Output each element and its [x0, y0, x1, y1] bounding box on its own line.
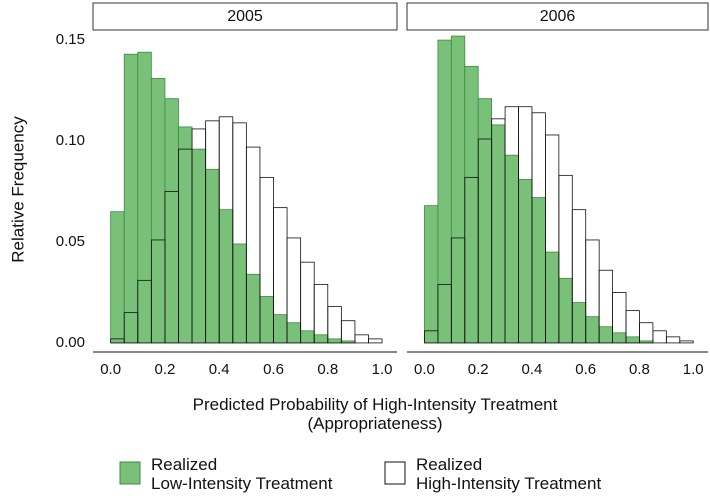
- bar-outline: [191, 128, 207, 344]
- bar-outline: [259, 176, 274, 344]
- x-tick-label: 0.0: [414, 361, 435, 378]
- y-tick-label: 0.15: [56, 31, 85, 48]
- bar-outline: [625, 310, 640, 344]
- bar-outline: [137, 279, 152, 344]
- y-tick-label: 0.05: [56, 233, 85, 250]
- bar-outline: [327, 306, 342, 344]
- legend-swatch: [119, 461, 141, 485]
- bar-outline: [504, 106, 519, 344]
- facet-strip: [406, 2, 709, 31]
- bar-outline: [123, 312, 139, 344]
- bar-outline: [477, 138, 493, 344]
- x-tick-label: 0.2: [154, 361, 175, 378]
- bar-outline: [558, 174, 573, 344]
- bar-outline: [245, 146, 261, 344]
- bar-outline: [340, 320, 356, 344]
- bar-outline: [286, 237, 302, 344]
- bar-outline: [679, 340, 694, 344]
- x-tick-label: 0.4: [209, 361, 230, 378]
- bar: [110, 211, 125, 344]
- facet-strip: [92, 2, 398, 31]
- bar-outline: [273, 207, 288, 344]
- x-tick-label: 0.4: [522, 361, 543, 378]
- x-tick-label: 0.6: [575, 361, 596, 378]
- y-tick-label: 0.00: [56, 334, 85, 351]
- bar-outline: [178, 148, 193, 344]
- x-tick-label: 0.2: [468, 361, 489, 378]
- bar-outline: [639, 322, 654, 344]
- x-tick-label: 1.0: [372, 361, 393, 378]
- legend-label: Realized Low-Intensity Treatment: [151, 455, 333, 493]
- x-tick-label: 0.8: [317, 361, 338, 378]
- bar-outline: [585, 239, 600, 344]
- bar-outline: [665, 336, 681, 344]
- bar-outline: [545, 134, 560, 344]
- legend-swatch: [384, 461, 406, 485]
- bar-outline: [354, 334, 369, 344]
- x-tick-label: 0.0: [100, 361, 121, 378]
- bar-outline: [110, 338, 125, 344]
- bar: [424, 205, 439, 344]
- facet-title: 2006: [540, 8, 576, 25]
- bar-outline: [450, 237, 466, 344]
- bar-outline: [598, 269, 613, 344]
- bar-outline: [164, 191, 179, 344]
- legend-label: Realized High-Intensity Treatment: [416, 455, 602, 493]
- x-tick-label: 0.6: [263, 361, 284, 378]
- x-tick-label: 1.0: [683, 361, 704, 378]
- bar-outline: [531, 112, 546, 344]
- x-axis-label: Predicted Probability of High-Intensity …: [192, 395, 558, 433]
- bar-outline: [313, 283, 329, 344]
- bar-outline: [571, 209, 587, 344]
- x-tick-label: 0.8: [629, 361, 650, 378]
- bar-outline: [300, 261, 315, 344]
- bar-outline: [424, 330, 439, 344]
- bar-outline: [518, 106, 533, 344]
- bar-outline: [150, 239, 166, 344]
- y-tick-label: 0.10: [56, 132, 85, 149]
- bar: [123, 53, 139, 344]
- bar-outline: [652, 330, 667, 344]
- bar-outline: [437, 283, 452, 344]
- bar-outline: [232, 122, 247, 344]
- bar-outline: [205, 120, 220, 344]
- bar-outline: [491, 118, 506, 344]
- y-axis-label: Relative Frequency: [8, 116, 28, 263]
- bar-outline: [368, 338, 383, 344]
- bar-outline: [612, 292, 627, 344]
- bar-outline: [218, 116, 234, 344]
- bar-outline: [464, 176, 479, 344]
- facet-title: 2005: [227, 8, 263, 25]
